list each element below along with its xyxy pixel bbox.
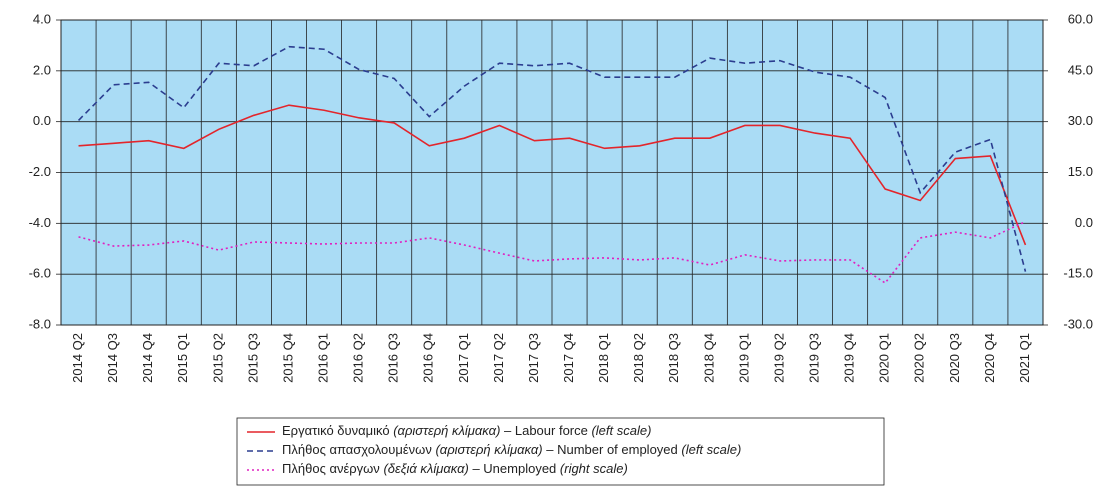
x-tick-label: 2014 Q3 [105, 333, 120, 383]
x-tick-label: 2016 Q3 [386, 333, 401, 383]
y2-tick-label: -30.0 [1063, 316, 1093, 331]
x-tick-label: 2014 Q2 [70, 333, 85, 383]
x-tick-label: 2016 Q1 [315, 333, 330, 383]
x-tick-label: 2017 Q3 [526, 333, 541, 383]
legend-label: Πλήθος ανέργων (δεξιά κλίμακα) – Unemplo… [282, 461, 628, 476]
legend-label: Εργατικό δυναμικό (αριστερή κλίμακα) – L… [282, 423, 651, 438]
x-tick-label: 2018 Q1 [596, 333, 611, 383]
y-tick-label: -8.0 [29, 316, 51, 331]
y-tick-label: 2.0 [33, 62, 51, 77]
x-tick-label: 2021 Q1 [1017, 333, 1032, 383]
y2-tick-label: 45.0 [1068, 62, 1093, 77]
y2-tick-label: 30.0 [1068, 113, 1093, 128]
y2-tick-label: 0.0 [1075, 215, 1093, 230]
y-tick-label: 0.0 [33, 113, 51, 128]
x-tick-label: 2016 Q4 [421, 333, 436, 383]
x-tick-label: 2020 Q1 [877, 333, 892, 383]
y2-tick-label: 15.0 [1068, 164, 1093, 179]
x-tick-label: 2017 Q2 [491, 333, 506, 383]
x-tick-label: 2020 Q3 [947, 333, 962, 383]
legend-box [236, 417, 885, 486]
x-tick-label: 2014 Q4 [140, 333, 155, 383]
x-tick-label: 2015 Q3 [245, 333, 260, 383]
x-tick-label: 2018 Q4 [701, 333, 716, 383]
x-tick-label: 2019 Q3 [806, 333, 821, 383]
series-line [78, 104, 1027, 246]
x-tick-label: 2019 Q4 [842, 333, 857, 383]
x-tick-label: 2020 Q4 [982, 333, 997, 383]
series-line [78, 220, 1026, 285]
legend-label: Πλήθος απασχολουμένων (αριστερή κλίμακα)… [282, 442, 741, 457]
y-tick-label: -4.0 [29, 215, 51, 230]
x-tick-label: 2018 Q3 [666, 333, 681, 383]
x-tick-label: 2015 Q2 [210, 333, 225, 383]
y2-tick-label: 60.0 [1068, 11, 1093, 26]
x-tick-label: 2015 Q1 [175, 333, 190, 383]
x-tick-label: 2019 Q1 [736, 333, 751, 383]
x-tick-label: 2016 Q2 [351, 333, 366, 383]
x-tick-label: 2019 Q2 [771, 333, 786, 383]
y2-tick-label: -15.0 [1063, 266, 1093, 281]
x-tick-label: 2017 Q1 [456, 333, 471, 383]
y-tick-label: 4.0 [33, 11, 51, 26]
x-tick-label: 2020 Q2 [912, 333, 927, 383]
x-tick-label: 2017 Q4 [561, 333, 576, 383]
series-line [77, 45, 1027, 272]
y-tick-label: -2.0 [29, 164, 51, 179]
x-tick-label: 2015 Q4 [280, 333, 295, 383]
y-tick-label: -6.0 [29, 266, 51, 281]
x-tick-label: 2018 Q2 [631, 333, 646, 383]
